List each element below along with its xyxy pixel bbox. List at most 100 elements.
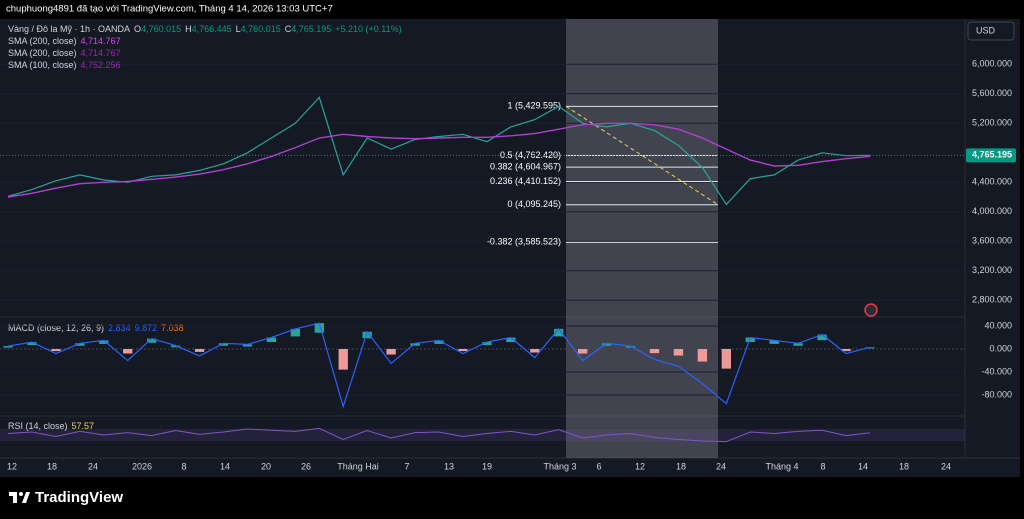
legend-text: 2.834 (108, 323, 131, 333)
y-tick-label: 40.000 (984, 320, 1012, 330)
macd-histogram (242, 344, 253, 347)
legend-text: 4,766.445 (192, 24, 232, 34)
y-tick-label: 5,200.000 (972, 118, 1012, 128)
x-tick-label: 8 (181, 461, 186, 471)
macd-histogram (625, 346, 636, 348)
x-tick-label: 8 (820, 461, 825, 471)
macd-histogram (410, 343, 420, 346)
macd-histogram (841, 349, 851, 352)
fib-label: -0.382 (3,585.523) (487, 237, 561, 247)
x-tick-label: 20 (261, 461, 271, 471)
fib-label: 0.236 (4,410.152) (490, 176, 561, 186)
brand: TradingView (35, 489, 123, 506)
macd-histogram (75, 343, 85, 346)
macd-histogram (218, 343, 229, 346)
macd-histogram (482, 342, 492, 346)
legend-text: SMA (200, close) (8, 48, 77, 58)
legend-text: SMA (100, close) (8, 60, 77, 70)
x-tick-label: 7 (404, 461, 409, 471)
legend-text: 4,760.015 (141, 24, 181, 34)
header: chuphuong4891 đã tạo với TradingView.com… (6, 4, 333, 15)
x-tick-label: 19 (482, 461, 492, 471)
x-tick-label: 13 (444, 461, 454, 471)
macd-histogram (314, 323, 324, 333)
macd-histogram (745, 337, 755, 343)
rsi-legend: RSI (14, close) 57.57 (8, 421, 94, 431)
last-price-label: 4,765.195 (972, 150, 1012, 160)
legend-text: C (285, 24, 292, 34)
x-tick-label: 14 (858, 461, 868, 471)
x-tick-label: 24 (941, 461, 951, 471)
macd-histogram (290, 328, 300, 337)
legend-text: SMA (200, close) (8, 36, 77, 46)
x-tick-label: 14 (220, 461, 230, 471)
y-tick-label: 4,400.000 (972, 177, 1012, 187)
y-tick-label: 3,600.000 (972, 236, 1012, 246)
fib-box (566, 19, 718, 458)
legend-text: 4,752.256 (81, 60, 121, 70)
macd-histogram (530, 349, 540, 353)
macd-legend: MACD (close, 12, 26, 9) 2.834 9.872 7.038 (8, 323, 184, 333)
x-tick-label: 26 (301, 461, 311, 471)
x-tick-label: Tháng Hai (337, 461, 379, 471)
fib-label: 0.382 (4,604.967) (490, 162, 561, 172)
macd-histogram (506, 337, 516, 343)
y-tick-label: -40.000 (981, 366, 1012, 376)
fib-label: 1 (5,429.595) (507, 101, 561, 111)
legend-text: 4,714.767 (81, 48, 121, 58)
x-tick-label: 18 (47, 461, 57, 471)
fib-trend (565, 105, 719, 206)
y-tick-label: 4,000.000 (972, 206, 1012, 216)
legend-text: 9.872 (135, 323, 158, 333)
x-tick-label: 2026 (132, 461, 152, 471)
macd-histogram (170, 345, 181, 348)
x-tick-label: 18 (676, 461, 686, 471)
y-tick-label: 5,600.000 (972, 88, 1012, 98)
y-tick-label: 2,800.000 (972, 295, 1012, 305)
legend-text: 4,760.015 (241, 24, 281, 34)
fib-label: 0 (4,095.245) (507, 199, 561, 209)
x-tick-label: 12 (635, 461, 645, 471)
x-tick-label: Tháng 3 (543, 461, 576, 471)
legend-text: H (185, 24, 192, 34)
alert-icon[interactable] (864, 303, 878, 317)
legend-text: +5.210 (+0.11%) (335, 24, 401, 34)
x-tick-label: 6 (596, 461, 601, 471)
legend-text: 4,714.767 (81, 36, 121, 46)
macd-histogram (697, 349, 708, 362)
macd-histogram (147, 338, 157, 343)
indicator-legend: SMA (200, close) 4,714.767 (8, 48, 121, 58)
indicator-legend: SMA (200, close) 4,714.767 (8, 36, 121, 46)
price-line (7, 96, 871, 206)
currency[interactable]: USD (976, 25, 996, 35)
legend-text: 4,765.195 (291, 24, 331, 34)
macd-histogram (769, 340, 779, 344)
x-tick-label: 24 (716, 461, 726, 471)
logo (9, 492, 30, 503)
macd-histogram (434, 340, 444, 344)
rsi-band (0, 429, 965, 441)
y-tick-label: 0.000 (989, 343, 1012, 353)
macd-histogram (362, 331, 372, 339)
y-tick-label: 6,000.000 (972, 59, 1012, 69)
y-tick-label: 3,200.000 (972, 265, 1012, 275)
x-tick-label: Tháng 4 (765, 461, 798, 471)
macd-histogram (817, 334, 827, 341)
macd-histogram (793, 343, 803, 346)
legend-text: RSI (14, close) (8, 421, 68, 431)
macd-histogram (649, 349, 660, 354)
currency-button[interactable] (967, 21, 1015, 41)
macd-histogram (601, 343, 612, 346)
macd-histogram (458, 349, 468, 352)
x-tick-label: 18 (899, 461, 909, 471)
legend-text: L (236, 24, 241, 34)
price-line (7, 122, 871, 198)
legend-text: 57.57 (72, 421, 95, 431)
chart-panel (0, 19, 1020, 477)
macd-histogram (123, 349, 133, 354)
macd-line (7, 322, 871, 409)
legend-text: 7.038 (161, 323, 184, 333)
legend-text: Vàng / Đô la Mỹ · 1h · OANDA (8, 24, 130, 34)
